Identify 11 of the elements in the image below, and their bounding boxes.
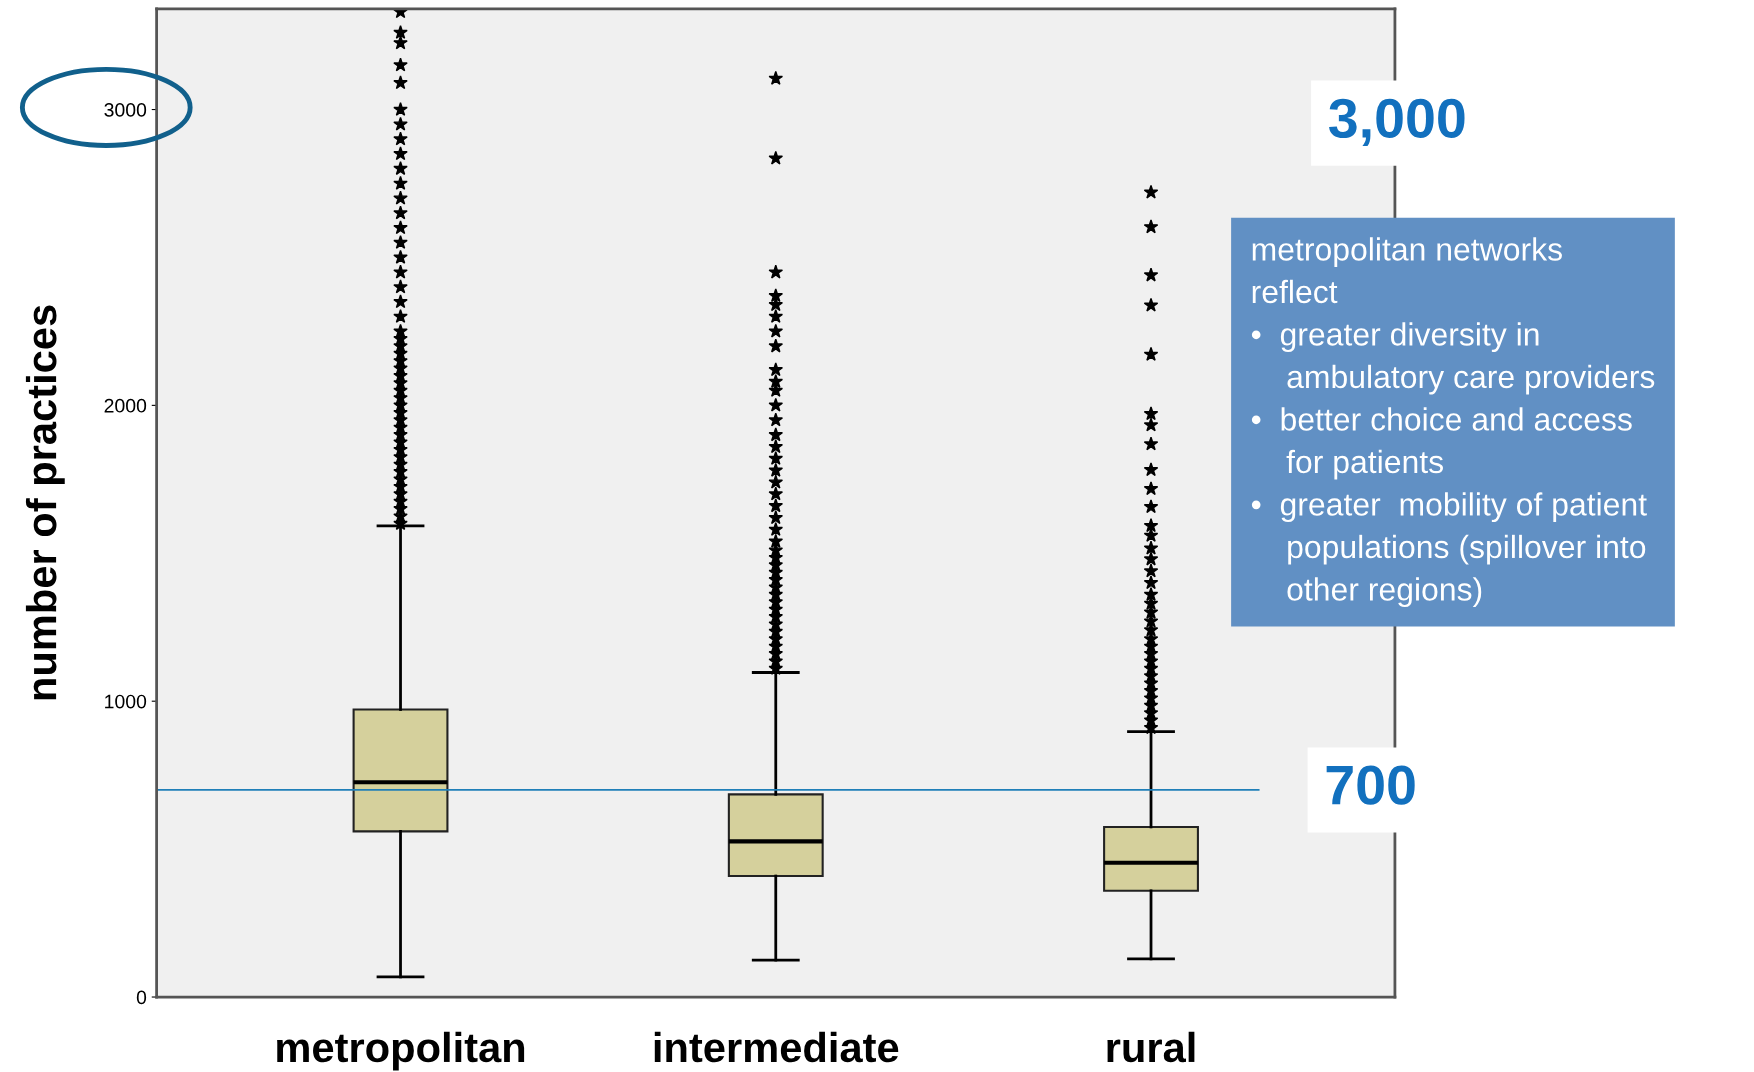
y-axis-title: number of practices bbox=[25, 305, 65, 700]
y-tick-label: 0 bbox=[136, 990, 147, 1005]
text: metropolitan networks reflect • greater diversity in ambulatory care providers • better choice and access for patients • greater mobility of patient populations (spillover into other regions) bbox=[1251, 237, 1655, 608]
x-tick-label: metropolitan bbox=[277, 1031, 525, 1071]
x-tick-label: intermediate bbox=[654, 1031, 899, 1063]
ref-line-label: 700 bbox=[1326, 765, 1415, 805]
y-tick-label: 1000 bbox=[105, 694, 147, 709]
x-tick-label: rural bbox=[1107, 1031, 1195, 1063]
y-tick-label: 3000 bbox=[104, 103, 147, 117]
annotation: 3,000 bbox=[1329, 98, 1465, 147]
y-tick-label: 2000 bbox=[104, 398, 147, 413]
